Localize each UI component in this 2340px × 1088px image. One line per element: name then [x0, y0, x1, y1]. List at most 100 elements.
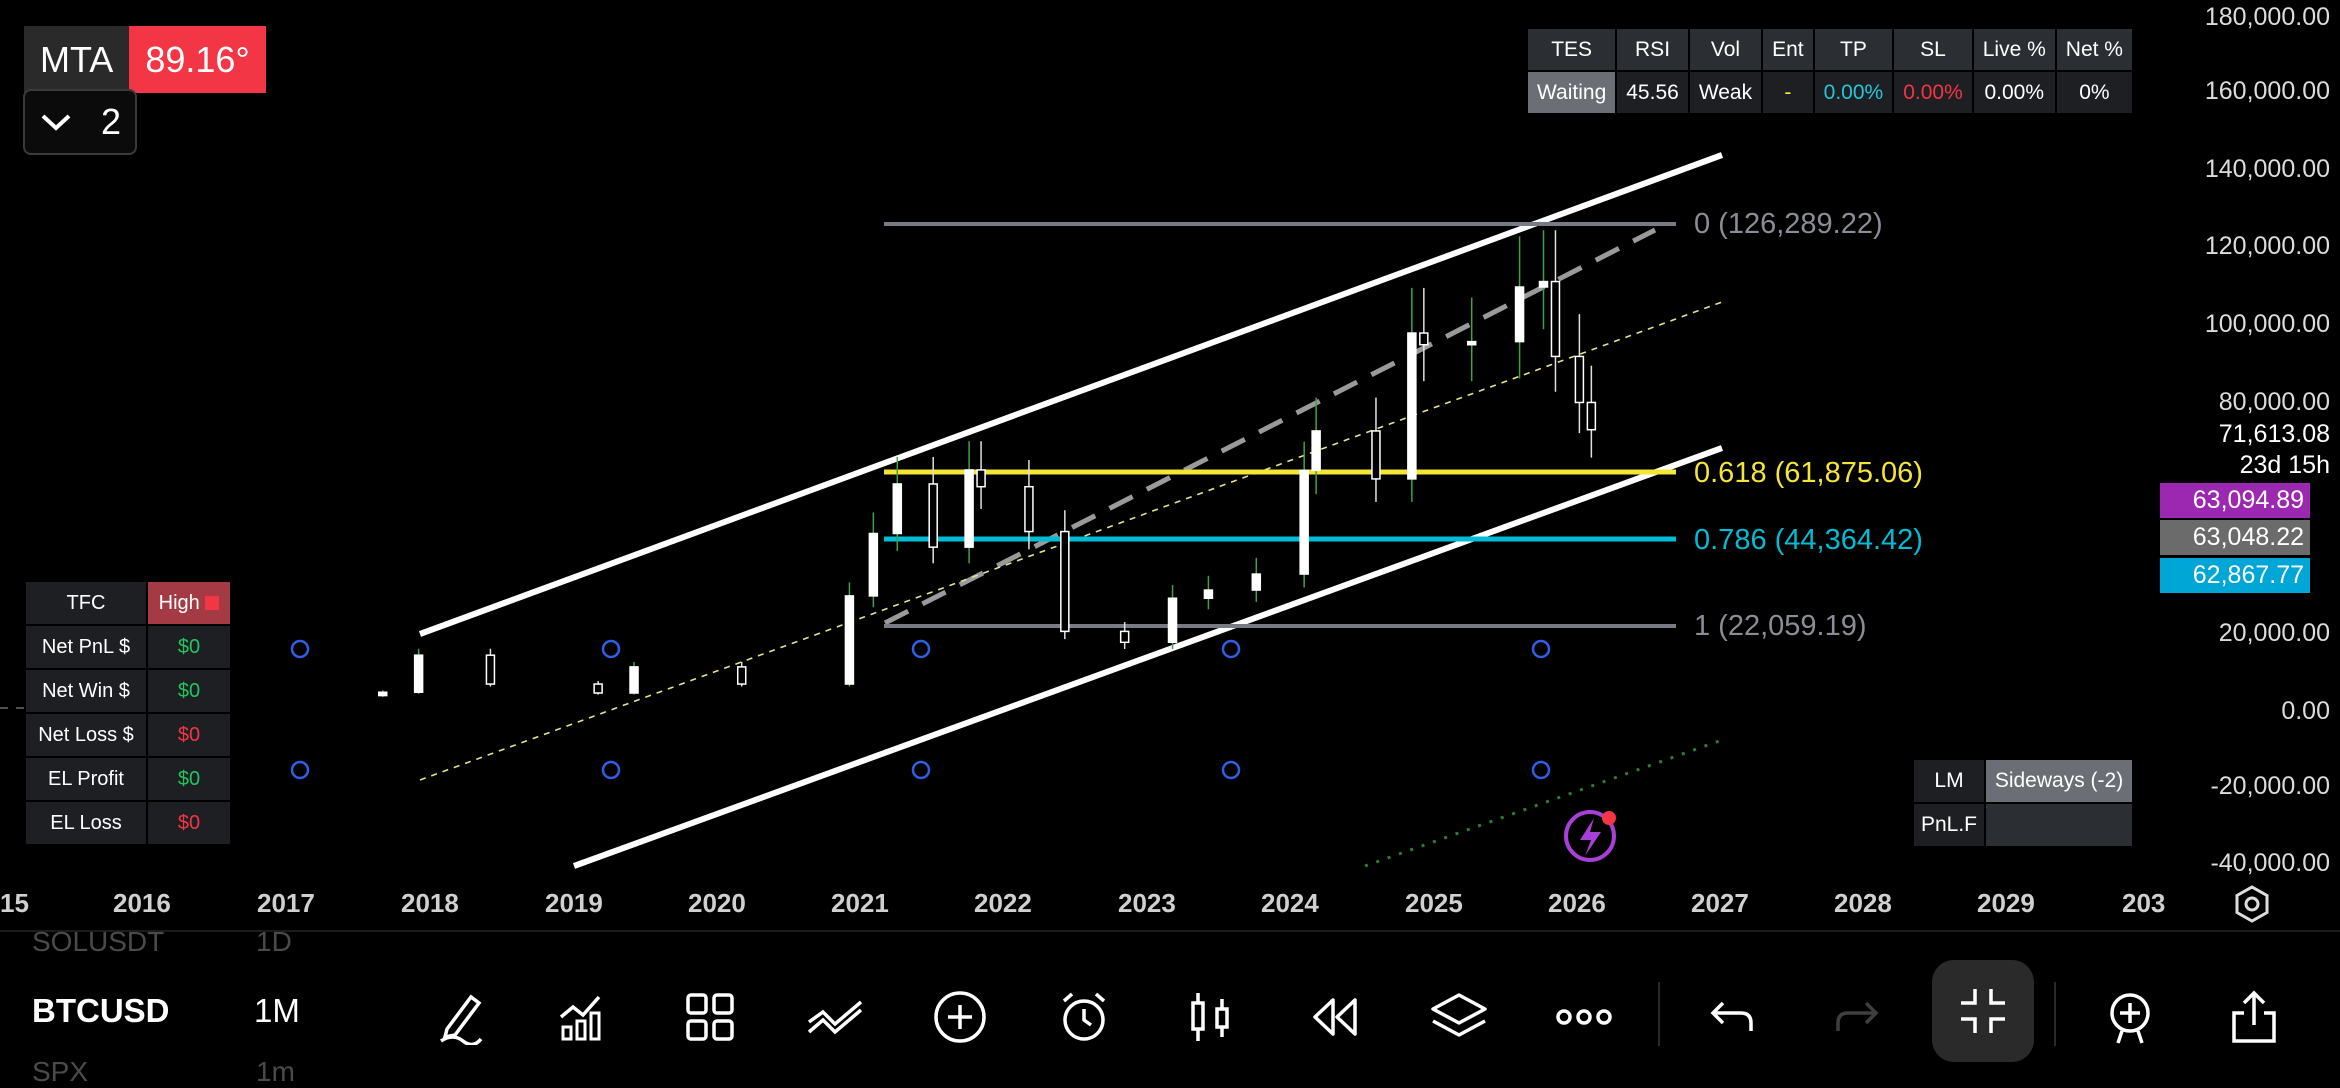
layouts-button[interactable] [675, 982, 745, 1052]
live-header: Live % [1971, 27, 2057, 72]
alert-button[interactable] [1049, 982, 1119, 1052]
year-tick: 2020 [688, 888, 746, 918]
candle-body [1311, 430, 1321, 472]
el-loss-value: $0 [146, 800, 232, 846]
tp-value: 0.00% [1812, 70, 1895, 115]
chart-settings-icon[interactable] [2232, 884, 2272, 924]
year-tick: 2017 [257, 888, 315, 918]
price-badge-cyan: 62,867.77 [2160, 558, 2310, 593]
sl-header: SL [1892, 27, 1974, 72]
mta-badge[interactable]: MTA 89.16° [24, 26, 266, 93]
redo-button[interactable] [1822, 982, 1892, 1052]
pnlf-value [1984, 802, 2134, 848]
more-button[interactable] [1549, 982, 1619, 1052]
pencil-icon [440, 994, 483, 1045]
cycle-marker-circle [290, 760, 310, 780]
cycle-marker-circle [911, 760, 931, 780]
price-tick: 0.00 [2281, 697, 2330, 725]
replay-button[interactable] [1300, 982, 1370, 1052]
bar-countdown-label: 23d 15h [2239, 451, 2330, 479]
price-chart[interactable]: 0 (126,289.22) 0.618 (61,875.06) 0.786 (… [0, 0, 2340, 930]
indicators-button[interactable] [548, 982, 618, 1052]
candle-body [1514, 286, 1525, 343]
share-icon [2232, 990, 2276, 1043]
cycle-marker-circle [1531, 760, 1551, 780]
lm-table: LM Sideways (-2) PnL.F [1912, 758, 2134, 848]
net-pnl-value: $0 [146, 624, 232, 670]
channel-upper-line[interactable] [418, 152, 1724, 637]
interval-button[interactable]: 1M [254, 992, 300, 1029]
year-tick: 2025 [1405, 888, 1463, 918]
candle-body [1538, 280, 1549, 288]
ghost-interval-below: 1m [256, 1056, 295, 1087]
rsi-value: 45.56 [1615, 70, 1690, 115]
fullscreen-exit-button[interactable] [1932, 960, 2034, 1062]
ghost-symbol-below: SPX [32, 1056, 89, 1087]
price-tick: -20,000.00 [2210, 772, 2330, 800]
candle-body [1550, 280, 1561, 358]
year-tick: 2016 [113, 888, 171, 918]
candle-body [1119, 630, 1130, 644]
trend-lines-icon [807, 1000, 863, 1035]
candle-body [892, 483, 903, 535]
candle-body [964, 469, 974, 548]
pnlf-label: PnL.F [1912, 802, 1986, 848]
zoom-button[interactable] [2095, 982, 2165, 1052]
grid-icon [686, 993, 734, 1041]
alert-lightning-icon[interactable] [1564, 810, 1616, 862]
fib-label-1: 1 (22,059.19) [1694, 610, 1867, 642]
candles-group[interactable] [377, 230, 1597, 697]
candle-body [1419, 332, 1429, 346]
candle-body [1299, 469, 1309, 575]
channel-median-dashed[interactable] [883, 227, 1657, 626]
candlestick-icon [1191, 993, 1229, 1041]
candle-body [1167, 597, 1178, 644]
el-loss-label: EL Loss [24, 800, 148, 846]
tes-value: Waiting [1525, 70, 1618, 115]
candle-body [1466, 340, 1477, 346]
cycle-marker-circle [1221, 639, 1241, 659]
year-tick: 2026 [1548, 888, 1606, 918]
candle-body [413, 654, 424, 693]
add-button[interactable] [925, 982, 995, 1052]
candle-body [736, 666, 747, 685]
price-tick: 160,000.00 [2204, 77, 2330, 105]
cycle-markers [290, 639, 1551, 780]
net-loss-label: Net Loss $ [24, 712, 148, 758]
red-square-icon [205, 596, 220, 611]
lm-value: Sideways (-2) [1984, 758, 2134, 804]
compare-button[interactable] [800, 982, 870, 1052]
price-badge-purple: 63,094.89 [2160, 483, 2310, 518]
vol-header: Vol [1687, 27, 1764, 72]
sl-value: 0.00% [1892, 70, 1974, 115]
object-tree-button[interactable] [1424, 982, 1494, 1052]
cycle-marker-circle [1531, 639, 1551, 659]
net-loss-value: $0 [146, 712, 232, 758]
tes-header: TES [1525, 27, 1618, 72]
cycle-marker-circle [290, 639, 310, 659]
candle-body [1574, 355, 1585, 404]
toolbar-divider [2054, 982, 2056, 1046]
year-tick: 2029 [1977, 888, 2035, 918]
candle-body [1251, 573, 1262, 591]
collapse-icon [1961, 989, 2005, 1033]
symbol-button[interactable]: BTCUSD [32, 992, 170, 1029]
drawing-pencil-button[interactable] [426, 982, 496, 1052]
year-tick: 2028 [1834, 888, 1892, 918]
cycle-marker-circle [601, 639, 621, 659]
chart-type-button[interactable] [1175, 982, 1245, 1052]
toolbar-divider [1658, 982, 1660, 1046]
ghost-symbol-above: SOLUSDT [32, 926, 165, 957]
year-tick: 2024 [1261, 888, 1319, 918]
chevron-down-icon [41, 114, 71, 131]
price-tick: 20,000.00 [2218, 619, 2330, 647]
channel-lower-line[interactable] [572, 445, 1724, 869]
undo-button[interactable] [1697, 982, 1767, 1052]
share-button[interactable] [2219, 982, 2289, 1052]
price-tick: 120,000.00 [2204, 232, 2330, 260]
candle-body [1407, 332, 1417, 480]
layers-toggle[interactable]: 2 [23, 89, 137, 155]
trend-dotted-green[interactable] [1364, 738, 1723, 868]
cycle-marker-circle [601, 760, 621, 780]
trend-dotted-yellow[interactable] [419, 301, 1723, 781]
